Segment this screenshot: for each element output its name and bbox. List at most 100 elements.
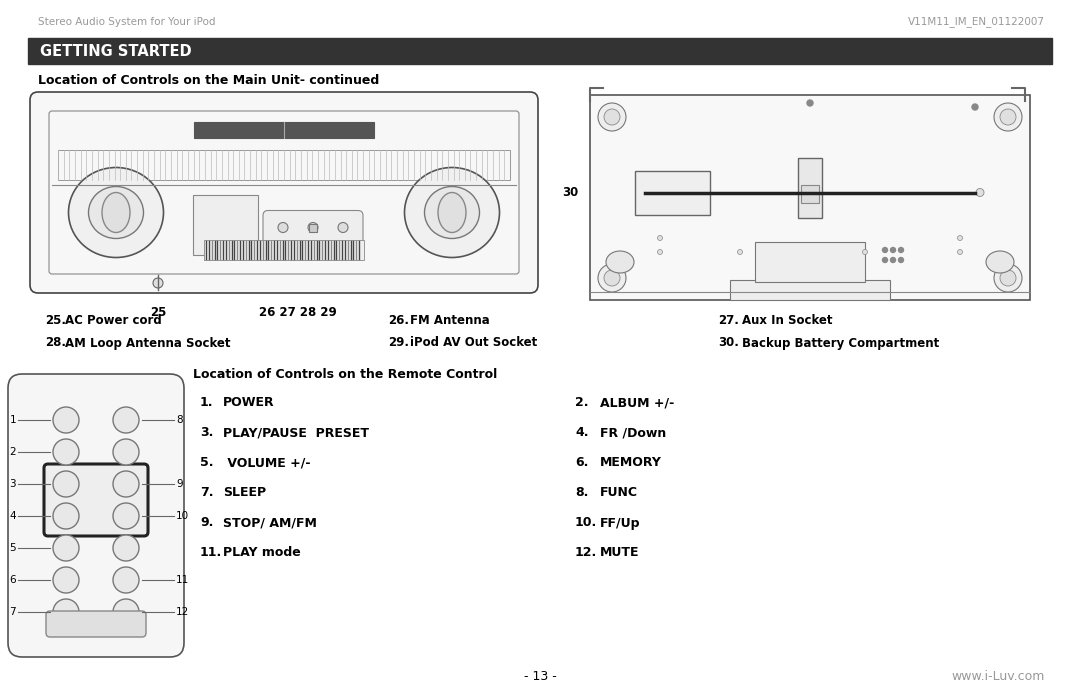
Text: FUNC: FUNC <box>600 487 638 500</box>
Text: 3.: 3. <box>200 426 214 440</box>
Text: SLEEP: SLEEP <box>222 487 266 500</box>
Circle shape <box>338 223 348 232</box>
Circle shape <box>738 249 743 255</box>
Text: 4.: 4. <box>575 426 589 440</box>
Text: 12: 12 <box>176 607 189 617</box>
Text: 7.: 7. <box>200 487 214 500</box>
Ellipse shape <box>606 251 634 273</box>
Text: 7: 7 <box>10 607 16 617</box>
Text: ALBUM +/-: ALBUM +/- <box>600 396 674 410</box>
Text: 10.: 10. <box>575 517 597 530</box>
Circle shape <box>807 100 813 106</box>
Circle shape <box>658 235 662 241</box>
Circle shape <box>958 235 962 241</box>
Circle shape <box>882 248 888 253</box>
Bar <box>309 223 318 232</box>
Circle shape <box>598 103 626 131</box>
Circle shape <box>113 567 139 593</box>
Text: FR /Down: FR /Down <box>600 426 666 440</box>
Circle shape <box>899 248 904 253</box>
Text: PLAY/PAUSE  PRESET: PLAY/PAUSE PRESET <box>222 426 369 440</box>
Bar <box>730 280 890 300</box>
Bar <box>635 170 710 214</box>
Circle shape <box>113 439 139 465</box>
Ellipse shape <box>438 193 465 232</box>
Circle shape <box>53 471 79 497</box>
Text: MUTE: MUTE <box>600 547 639 560</box>
FancyBboxPatch shape <box>30 92 538 293</box>
Text: PLAY mode: PLAY mode <box>222 547 300 560</box>
FancyBboxPatch shape <box>264 211 363 244</box>
Circle shape <box>604 270 620 286</box>
Text: 1.: 1. <box>200 396 214 410</box>
Circle shape <box>53 567 79 593</box>
Text: 26 27 28 29: 26 27 28 29 <box>259 306 337 320</box>
Bar <box>58 150 510 180</box>
Text: MEMORY: MEMORY <box>600 456 662 470</box>
Ellipse shape <box>89 186 144 239</box>
Text: 26.: 26. <box>388 313 409 327</box>
Circle shape <box>153 278 163 288</box>
Text: Stereo Audio System for Your iPod: Stereo Audio System for Your iPod <box>38 17 216 27</box>
Circle shape <box>891 248 895 253</box>
Bar <box>194 122 374 138</box>
Circle shape <box>899 258 904 262</box>
Circle shape <box>53 407 79 433</box>
Circle shape <box>113 599 139 625</box>
Circle shape <box>994 264 1022 292</box>
Circle shape <box>308 223 318 232</box>
Text: 1: 1 <box>10 415 16 425</box>
Circle shape <box>53 439 79 465</box>
Circle shape <box>598 264 626 292</box>
Circle shape <box>53 535 79 561</box>
Circle shape <box>113 407 139 433</box>
Bar <box>28 38 1052 64</box>
Text: Location of Controls on the Main Unit- continued: Location of Controls on the Main Unit- c… <box>38 73 379 87</box>
Text: 6: 6 <box>10 575 16 585</box>
Text: 28.: 28. <box>45 336 66 350</box>
Text: STOP/ AM/FM: STOP/ AM/FM <box>222 517 316 530</box>
Circle shape <box>1000 270 1016 286</box>
Circle shape <box>278 223 288 232</box>
FancyBboxPatch shape <box>8 374 184 657</box>
Text: www.i-Luv.com: www.i-Luv.com <box>951 671 1045 683</box>
Text: 11: 11 <box>176 575 189 585</box>
Text: 10: 10 <box>176 511 189 521</box>
Text: 11.: 11. <box>200 547 222 560</box>
FancyBboxPatch shape <box>44 464 148 536</box>
Text: 27.: 27. <box>718 313 739 327</box>
Text: 8: 8 <box>176 415 183 425</box>
Circle shape <box>891 258 895 262</box>
Text: 8.: 8. <box>575 487 589 500</box>
Bar <box>755 242 865 282</box>
Circle shape <box>53 503 79 529</box>
Text: 25: 25 <box>150 306 166 320</box>
Text: 2.: 2. <box>575 396 589 410</box>
Text: AM Loop Antenna Socket: AM Loop Antenna Socket <box>65 336 230 350</box>
Text: 9.: 9. <box>200 517 214 530</box>
Bar <box>193 195 258 255</box>
Text: 30.: 30. <box>718 336 739 350</box>
Circle shape <box>976 188 984 197</box>
Text: Aux In Socket: Aux In Socket <box>742 313 833 327</box>
Bar <box>590 95 1030 300</box>
Circle shape <box>994 103 1022 131</box>
Text: 2: 2 <box>10 447 16 457</box>
Ellipse shape <box>102 193 130 232</box>
Bar <box>801 184 819 202</box>
Bar <box>798 158 822 218</box>
Ellipse shape <box>68 168 163 258</box>
Ellipse shape <box>986 251 1014 273</box>
Circle shape <box>113 471 139 497</box>
Text: FF/Up: FF/Up <box>600 517 640 530</box>
Circle shape <box>604 109 620 125</box>
Text: V11M11_IM_EN_01122007: V11M11_IM_EN_01122007 <box>908 17 1045 27</box>
Text: 6.: 6. <box>575 456 589 470</box>
Text: 29.: 29. <box>388 336 409 350</box>
Ellipse shape <box>405 168 499 258</box>
Circle shape <box>863 249 867 255</box>
Text: 4: 4 <box>10 511 16 521</box>
Text: 12.: 12. <box>575 547 597 560</box>
Circle shape <box>1000 109 1016 125</box>
Text: AC Power cord: AC Power cord <box>65 313 162 327</box>
